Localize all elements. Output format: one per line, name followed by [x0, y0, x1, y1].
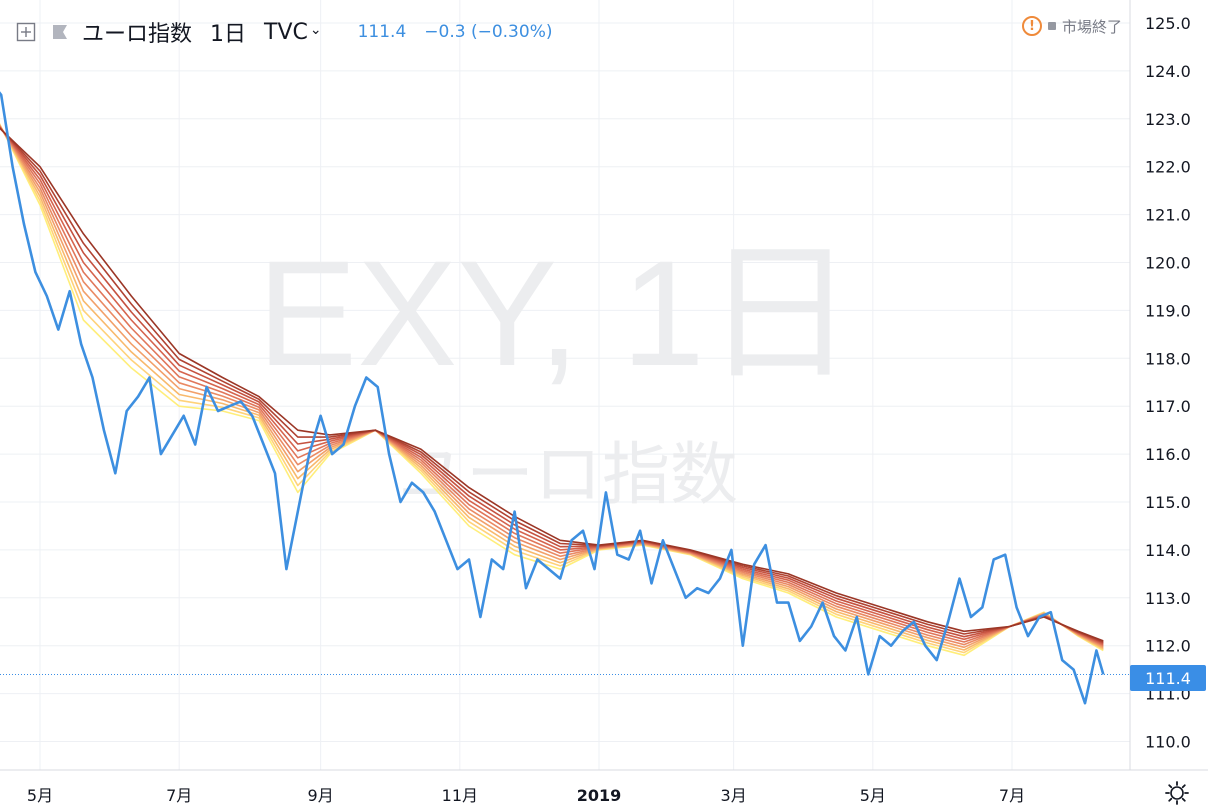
- y-tick-label: 118.0: [1145, 349, 1191, 368]
- symbol-description[interactable]: ユーロ指数: [82, 22, 193, 47]
- settings-gear-icon[interactable]: [1164, 780, 1190, 806]
- warning-icon[interactable]: !: [1021, 16, 1042, 36]
- y-tick-label: 116.0: [1145, 445, 1191, 464]
- y-tick-label: 117.0: [1145, 397, 1191, 416]
- last-price-value: 111.4: [357, 22, 407, 42]
- y-tick-label: 115.0: [1145, 493, 1191, 512]
- y-tick-label: 112.0: [1145, 637, 1191, 656]
- market-status[interactable]: ! 市場終了: [1021, 12, 1122, 40]
- y-tick-label: 110.0: [1145, 733, 1191, 752]
- price-line[interactable]: [0, 81, 1105, 705]
- ma-ribbon-line: [0, 126, 1104, 644]
- time-axis[interactable]: 5月 7月 9月 11月 2019 3月 5月 7月: [27, 786, 1025, 805]
- source-label: TVC: [264, 19, 308, 45]
- y-tick-label: 121.0: [1145, 206, 1191, 225]
- timeframe-label[interactable]: 1日: [210, 22, 247, 47]
- x-tick-label: 7月: [999, 786, 1025, 805]
- chevron-down-icon[interactable]: ⌄: [309, 22, 322, 38]
- x-tick-label: 9月: [308, 786, 334, 805]
- y-tick-label: 119.0: [1145, 301, 1191, 320]
- chart-watermark: EXY, 1日 ユーロ指数: [257, 229, 855, 515]
- x-tick-label: 5月: [27, 786, 53, 805]
- chart-legend-header: ユーロ指数 1日 TVC ⌄ 111.4 −0.3 (−0.30%): [14, 12, 552, 52]
- ma-ribbon-line: [0, 126, 1104, 643]
- y-tick-label: 124.0: [1145, 62, 1191, 81]
- market-status-label: 市場終了: [1061, 17, 1122, 36]
- x-tick-label: 11月: [442, 786, 478, 805]
- ma-ribbon-line: [0, 125, 1104, 647]
- price-axis[interactable]: 110.0111.0112.0113.0114.0115.0116.0117.0…: [1145, 14, 1191, 752]
- ma-ribbon-line: [0, 123, 1104, 657]
- ma-ribbon-line: [0, 124, 1104, 649]
- y-tick-label: 123.0: [1145, 110, 1191, 129]
- price-series: [0, 81, 1105, 705]
- y-tick-label: 113.0: [1145, 589, 1191, 608]
- last-price-tag: 111.4: [1130, 665, 1206, 691]
- ma-ribbon-line: [0, 127, 1104, 642]
- flag-icon[interactable]: [48, 20, 72, 44]
- y-tick-label: 122.0: [1145, 158, 1191, 177]
- y-tick-label: 120.0: [1145, 254, 1191, 273]
- ma-ribbon-line: [0, 125, 1104, 646]
- x-tick-label: 7月: [166, 786, 192, 805]
- status-dot-icon: [1047, 22, 1056, 30]
- price-change-value: −0.3 (−0.30%): [424, 22, 553, 42]
- chart-grid: [0, 0, 1130, 770]
- ma-ribbon-line: [0, 123, 1104, 654]
- ma-ribbon-line: [0, 125, 1104, 645]
- crosshair-add-icon[interactable]: [14, 20, 38, 44]
- source-selector[interactable]: TVC ⌄: [264, 20, 322, 45]
- watermark-symbol-text: EXY, 1日: [257, 229, 855, 397]
- ma-ribbon-line: [0, 124, 1104, 651]
- x-tick-label: 3月: [721, 786, 747, 805]
- ma-ribbon: [0, 123, 1104, 657]
- x-tick-label: 2019: [577, 786, 622, 805]
- x-tick-label: 5月: [860, 786, 886, 805]
- y-tick-label: 114.0: [1145, 541, 1191, 560]
- y-tick-label: 125.0: [1145, 14, 1191, 33]
